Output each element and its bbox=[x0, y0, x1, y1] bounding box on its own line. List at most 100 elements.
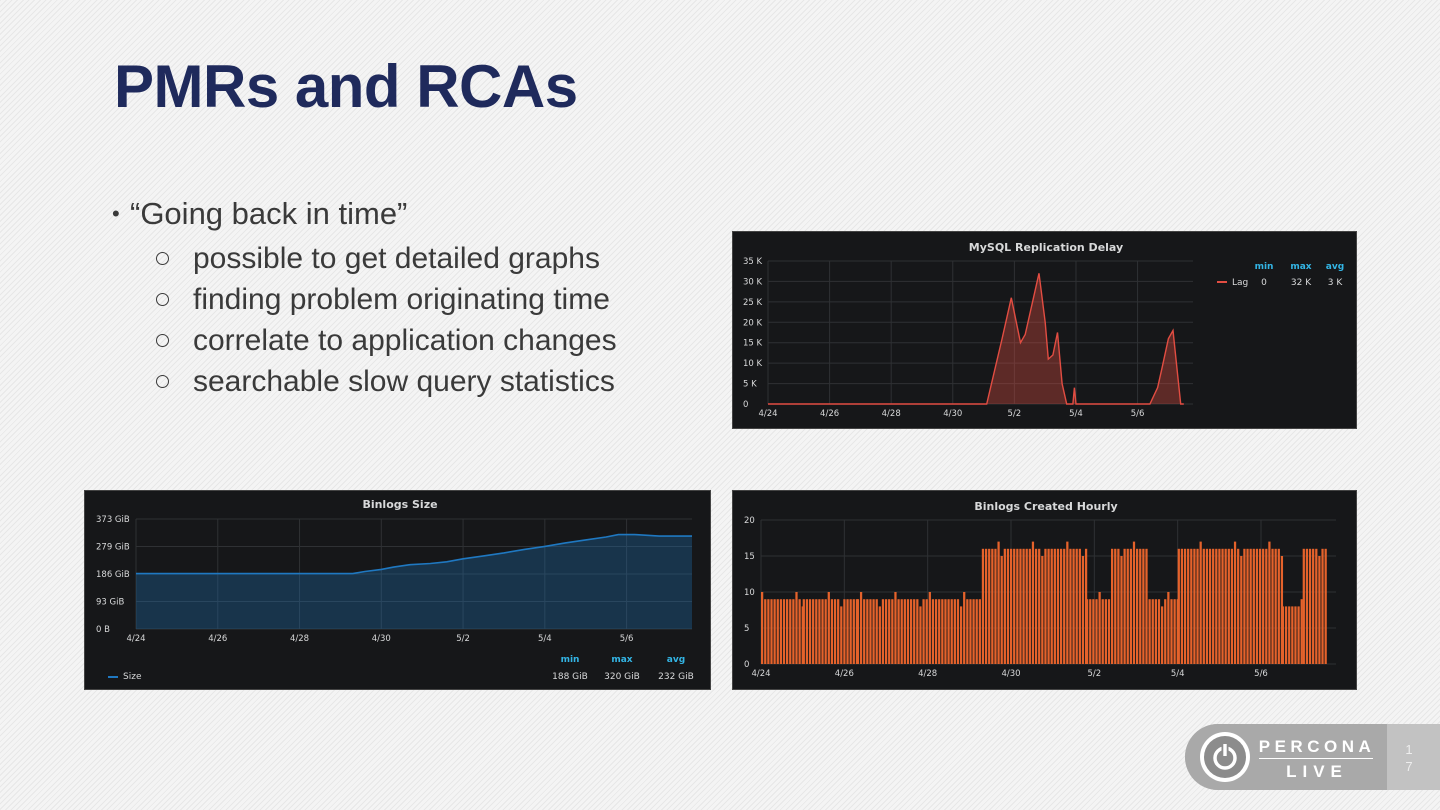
bar bbox=[1019, 548, 1022, 664]
legend-value: 0 bbox=[1261, 278, 1267, 288]
bar bbox=[821, 599, 824, 664]
bar bbox=[909, 599, 913, 664]
bar bbox=[770, 599, 773, 664]
x-tick-label: 5/4 bbox=[1069, 409, 1083, 419]
y-tick-label: 279 GiB bbox=[96, 543, 130, 553]
page-number-digit-1: 1 bbox=[1405, 742, 1412, 757]
bar bbox=[1126, 548, 1129, 664]
x-tick-label: 5/2 bbox=[456, 634, 470, 644]
binlogs-size-panel[interactable]: Binlogs Size 0 B 93 GiB 186 GiB 279 GiB 373 G… bbox=[84, 490, 711, 690]
bar bbox=[991, 548, 994, 664]
bar bbox=[1255, 548, 1259, 664]
x-tick-label: 4/28 bbox=[290, 634, 309, 644]
bar bbox=[963, 592, 966, 664]
y-tick-label: 35 K bbox=[743, 257, 763, 267]
legend-header-min: min bbox=[1255, 262, 1274, 272]
bar bbox=[1294, 606, 1297, 664]
bar bbox=[1009, 548, 1013, 664]
bar bbox=[969, 599, 972, 664]
sub-bullet-text: searchable slow query statistics bbox=[193, 364, 615, 398]
bar bbox=[1202, 548, 1205, 664]
bar bbox=[827, 592, 830, 664]
bullet-main: • “Going back in time” bbox=[112, 196, 617, 232]
x-tick-label: 5/2 bbox=[1087, 669, 1101, 679]
bar bbox=[1173, 599, 1176, 664]
bar bbox=[1190, 548, 1193, 664]
bar bbox=[928, 592, 931, 664]
bar bbox=[1151, 599, 1154, 664]
bar bbox=[1302, 548, 1305, 664]
hollow-circle-icon bbox=[156, 293, 169, 306]
bar bbox=[1274, 548, 1277, 664]
bar bbox=[941, 599, 944, 664]
bar bbox=[1063, 548, 1066, 664]
bar bbox=[1022, 548, 1025, 664]
bar bbox=[773, 599, 776, 664]
x-tick-label: 4/30 bbox=[943, 409, 962, 419]
bar bbox=[1111, 548, 1114, 664]
bar bbox=[1092, 599, 1095, 664]
bar bbox=[840, 606, 843, 664]
bar bbox=[994, 548, 997, 664]
bar bbox=[1031, 541, 1035, 664]
bar bbox=[1170, 599, 1173, 664]
bar bbox=[1120, 556, 1123, 664]
bar bbox=[843, 599, 846, 664]
percona-live-logo-graphic: PERCONA LIVE 1 7 bbox=[1185, 724, 1440, 790]
bar bbox=[903, 599, 906, 664]
y-tick-label: 25 K bbox=[743, 298, 763, 308]
bar bbox=[1095, 599, 1098, 664]
bar bbox=[1321, 548, 1324, 664]
bar bbox=[1281, 606, 1285, 664]
bar bbox=[824, 599, 827, 664]
x-tick-label: 4/26 bbox=[835, 669, 854, 679]
bar bbox=[859, 592, 863, 664]
bar bbox=[1136, 548, 1139, 664]
bar bbox=[779, 599, 782, 664]
bar bbox=[1199, 541, 1202, 664]
y-tick-label: 186 GiB bbox=[96, 570, 130, 580]
bar bbox=[1268, 541, 1271, 664]
y-tick-label: 373 GiB bbox=[96, 515, 130, 525]
bar bbox=[1208, 548, 1212, 664]
replication-delay-chart: MySQL Replication Delay 0 5 K 10 K 15 K 20 K 2… bbox=[743, 241, 1344, 419]
bar bbox=[1262, 548, 1265, 664]
bar bbox=[931, 599, 935, 664]
legend-series-name: Lag bbox=[1232, 278, 1248, 288]
legend-header-min: min bbox=[561, 655, 580, 665]
x-tick-label: 5/2 bbox=[1008, 409, 1022, 419]
bar bbox=[919, 606, 922, 664]
legend-header-avg: avg bbox=[1326, 262, 1344, 272]
bar bbox=[866, 599, 869, 664]
bar bbox=[1089, 599, 1092, 664]
x-tick-label: 4/30 bbox=[1001, 669, 1020, 679]
sub-bullet-text: possible to get detailed graphs bbox=[193, 241, 600, 275]
bar bbox=[1291, 606, 1294, 664]
bar bbox=[913, 599, 916, 664]
bar bbox=[1252, 548, 1255, 664]
bar bbox=[789, 599, 792, 664]
y-tick-label: 10 bbox=[744, 588, 755, 598]
bar bbox=[988, 548, 991, 664]
bar bbox=[894, 592, 897, 664]
binlogs-hourly-panel[interactable]: Binlogs Created Hourly 0 5 10 15 20 4/24 4/26 4/… bbox=[732, 490, 1357, 690]
bar bbox=[881, 599, 885, 664]
bar bbox=[1318, 556, 1321, 664]
bar bbox=[782, 599, 786, 664]
sub-bullet: searchable slow query statistics bbox=[154, 361, 617, 402]
bar bbox=[1240, 556, 1243, 664]
bar bbox=[1177, 548, 1180, 664]
bar bbox=[906, 599, 910, 664]
bar bbox=[959, 606, 963, 664]
bar bbox=[1044, 548, 1047, 664]
bar bbox=[812, 599, 815, 664]
x-tick-label: 5/6 bbox=[620, 634, 634, 644]
bar bbox=[1227, 548, 1230, 664]
x-tick-label: 4/24 bbox=[751, 669, 770, 679]
replication-delay-panel[interactable]: MySQL Replication Delay 0 5 K 10 K 15 K 20 K 2… bbox=[732, 231, 1357, 429]
bar bbox=[1218, 548, 1221, 664]
bar bbox=[1249, 548, 1252, 664]
bullet-list: • “Going back in time” possible to get d… bbox=[112, 196, 617, 402]
legend-swatch bbox=[108, 676, 118, 678]
y-tick-label: 0 bbox=[744, 660, 749, 670]
